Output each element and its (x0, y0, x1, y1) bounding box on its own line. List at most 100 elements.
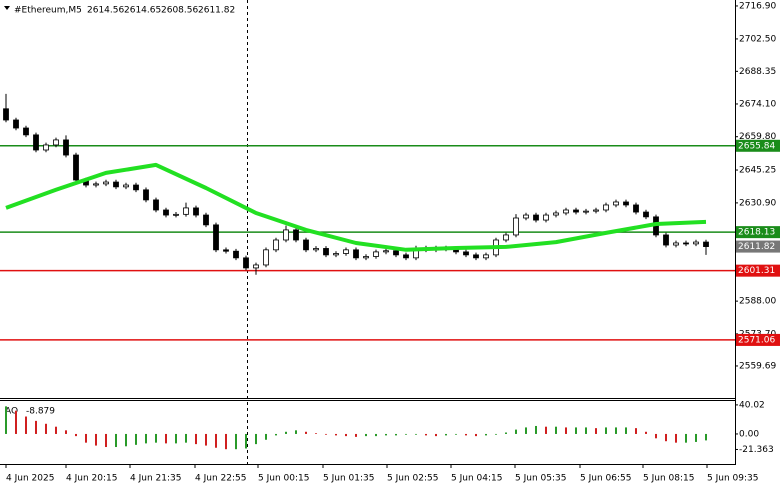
price-tag-label: 2655.84 (738, 141, 775, 151)
x-tick-label: 5 Jun 06:55 (580, 474, 631, 484)
candle-body (173, 213, 179, 216)
symbol-icon (4, 6, 10, 10)
price-tag (736, 226, 780, 239)
candle-body (463, 251, 469, 256)
candle-body (353, 249, 359, 259)
y-tick-label: 2688.35 (739, 67, 776, 77)
candle-body (143, 189, 149, 201)
indicator-value: -8.879 (26, 407, 55, 417)
candle-body (613, 201, 619, 206)
candle-body (703, 241, 709, 247)
candle-body (193, 207, 199, 216)
candle-body (3, 108, 9, 121)
ohlc-high: 2614.65 (124, 6, 161, 16)
ohlc-open: 2614.56 (87, 6, 124, 16)
candle-body (273, 239, 279, 251)
price-tag-label: 2611.82 (738, 242, 775, 252)
candle-body (673, 242, 679, 246)
candle-body (103, 181, 109, 185)
price-tag-label: 2601.31 (738, 266, 775, 276)
candle-body (203, 214, 209, 226)
candle-body (333, 253, 339, 256)
candle-body (643, 211, 649, 218)
candle-body (223, 249, 229, 252)
candle-body (623, 201, 629, 206)
candle-body (53, 139, 59, 146)
candle-body (683, 242, 689, 245)
candle-body (373, 251, 379, 257)
candle-body (523, 214, 529, 219)
candle-body (603, 204, 609, 211)
candle-body (543, 214, 549, 221)
price-tag-label: 2571.06 (738, 335, 775, 345)
candle-body (283, 229, 289, 241)
candle-body (163, 209, 169, 216)
x-tick-label: 5 Jun 00:15 (258, 474, 309, 484)
candle-body (123, 184, 129, 188)
candle-body (133, 184, 139, 191)
candle-body (393, 250, 399, 256)
candle-body (13, 119, 19, 129)
y-tick-label: 2716.90 (739, 1, 776, 11)
candle-body (663, 234, 669, 246)
candle-body (593, 209, 599, 212)
x-tick-label: 4 Jun 21:35 (130, 474, 181, 484)
candle-body (563, 209, 569, 214)
candle-body (213, 224, 219, 251)
candle-body (303, 239, 309, 251)
indicator-name: AO (5, 407, 18, 417)
candle-body (693, 241, 699, 245)
x-tick-label: 5 Jun 04:15 (451, 474, 502, 484)
candle-body (73, 154, 79, 181)
candle-body (313, 248, 319, 251)
candle-body (513, 217, 519, 236)
candle-body (23, 127, 29, 136)
price-tag-label: 2618.13 (738, 228, 775, 238)
x-tick-label: 5 Jun 02:55 (387, 474, 438, 484)
candle-body (553, 212, 559, 216)
ohlc-close: 2611.82 (198, 6, 235, 16)
candle-body (363, 256, 369, 259)
price-tag (736, 264, 780, 277)
candle-body (383, 250, 389, 253)
candle-body (33, 134, 39, 151)
candle-body (253, 264, 259, 269)
x-tick-label: 5 Jun 08:15 (643, 474, 694, 484)
candle-body (343, 249, 349, 254)
price-tag (736, 333, 780, 346)
candle-body (243, 257, 249, 269)
moving-average (5, 162, 707, 252)
candle-body (263, 249, 269, 266)
y-tick-label: 2630.90 (739, 198, 776, 208)
ao-y-tick-label: 0.00 (739, 429, 759, 439)
candle-body (503, 234, 509, 241)
y-tick-label: 2674.10 (739, 99, 776, 109)
y-tick-label: 2588.00 (739, 297, 776, 307)
ohlc-low: 2608.56 (161, 6, 198, 16)
y-tick-label: 2702.50 (739, 34, 776, 44)
price-tag (736, 139, 780, 152)
candle-body (183, 207, 189, 215)
y-tick-label: 2559.69 (739, 361, 776, 371)
candle-body (323, 248, 329, 256)
candle-body (293, 229, 299, 241)
y-tick-label: 2645.25 (739, 166, 776, 176)
candle-body (473, 254, 479, 259)
y-tick-label: 2659.80 (739, 132, 776, 142)
candle-body (43, 144, 49, 151)
candle-body (403, 254, 409, 259)
candle-body (93, 183, 99, 186)
candle-body (633, 204, 639, 213)
candle-body (533, 214, 539, 221)
price-tag (736, 240, 780, 253)
candle-body (233, 250, 239, 259)
x-tick-label: 5 Jun 05:35 (515, 474, 566, 484)
x-tick-label: 4 Jun 2025 (6, 474, 54, 484)
x-tick-label: 5 Jun 01:35 (323, 474, 374, 484)
candle-body (483, 254, 489, 259)
x-tick-label: 4 Jun 20:15 (66, 474, 117, 484)
symbol: #Ethereum,M5 (14, 6, 82, 16)
candle-body (573, 209, 579, 213)
